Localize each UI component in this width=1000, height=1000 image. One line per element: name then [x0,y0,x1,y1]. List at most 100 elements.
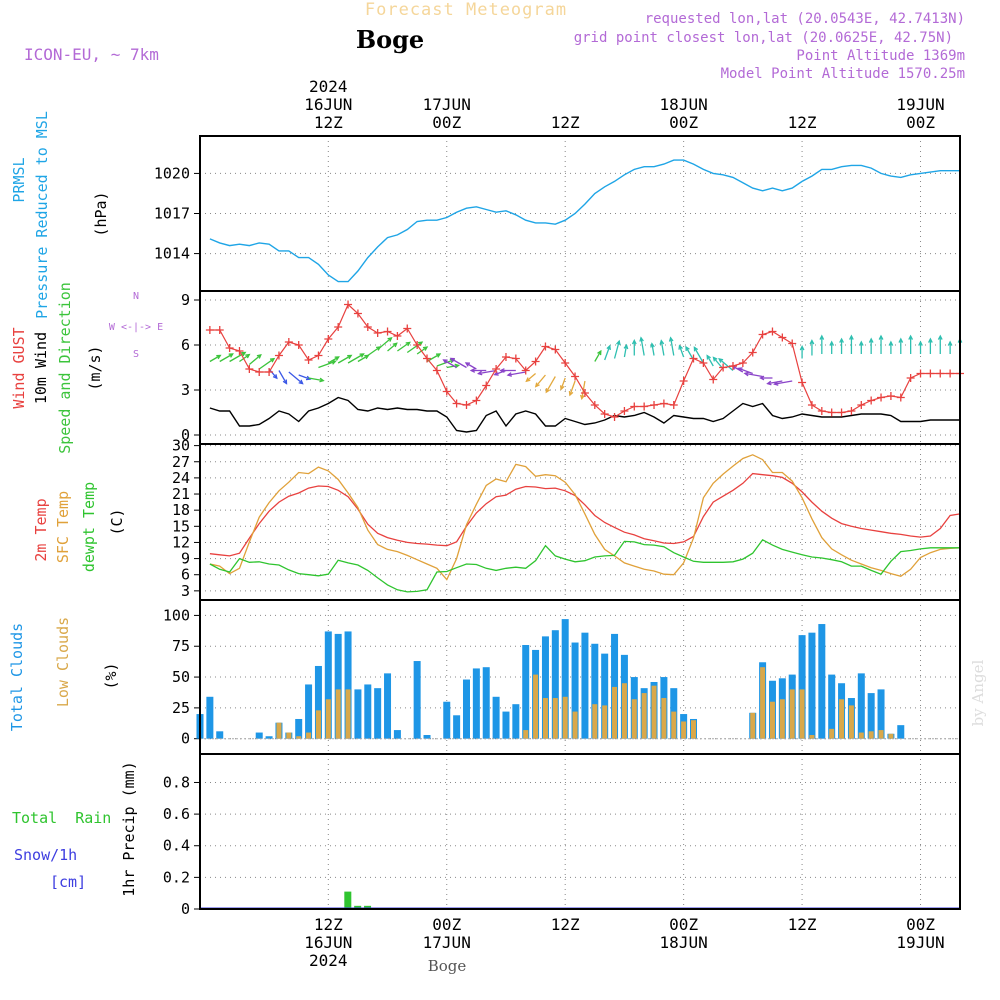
bottom-time-label: 16JUN [304,933,352,952]
wind-direction-arrowhead [499,368,505,373]
wind-direction-arrow [308,377,324,382]
wind-gust-marker [916,369,925,378]
wind-direction-arrow [535,374,546,387]
wind-gust-marker [679,377,688,385]
total-clouds-bar [324,631,332,739]
low-clouds-bar [602,705,608,739]
wind-gust-marker [413,341,422,349]
wind-direction-arrowhead [245,353,251,359]
wind-direction-arrowhead [712,356,718,362]
wind-gust-marker [403,324,412,333]
total-clouds-bar [393,730,401,739]
wind-direction-arrowhead [898,337,904,343]
total-clouds-bar [551,630,559,739]
low-clouds-bar [552,698,558,739]
wind-gust-marker [669,401,678,409]
wind-direction-arrow [239,354,250,363]
wind-direction-arrow [670,337,675,356]
wind-direction-arrowhead [668,336,674,342]
wind-gust-marker [324,335,333,343]
wind-direction-arrowhead [918,340,923,346]
wind-direction-arrow [478,369,497,375]
top-time-label: 18JUN [660,95,708,114]
bottom-time-label: 00Z [432,915,461,934]
total-clouds-bar [561,619,569,739]
wind-direction-arrow [258,358,275,370]
wind-gust-marker [768,327,777,336]
wind-gust-marker [778,333,787,342]
wind-direction-arrowhead [659,339,665,345]
wind-gust-marker [255,368,264,376]
wind-direction-arrowhead [334,356,340,361]
wind-direction-arrow [465,362,477,370]
wind-direction-arrow [278,370,288,384]
wind-direction-arrow [678,345,685,358]
wind-direction-arrowhead [908,334,914,340]
wind-direction-arrow [397,341,411,352]
temp-title-sfc: SFC Temp [54,491,72,563]
wind-gust-marker [728,362,737,370]
wind-gust-marker [245,365,254,373]
wind-gust-marker [788,339,797,348]
y-tick-label: 1014 [154,245,190,263]
wind-direction-arrowhead [868,337,874,343]
total-clouds-bar [314,665,322,739]
wind-gust-marker [877,393,886,402]
low-clouds-bar [345,689,351,739]
wind-direction-arrow [318,360,336,369]
wind-unit: (m/s) [86,345,104,390]
top-time-label: 2024 [309,77,348,96]
precipitation-panel: 0 0.2 0.4 0.6 0.8 [163,753,961,918]
total-clouds-bar [255,732,263,739]
pressure-unit: (hPa) [92,191,110,236]
total-clouds-bar [423,735,431,739]
wind-direction-arrow [767,380,783,385]
wind-direction-arrow [406,341,423,354]
pressure-panel: 1014 1017 1020 [154,135,961,292]
wind-direction-arrow [569,380,576,396]
top-time-label: 12Z [314,113,343,132]
low-clouds-bar [829,728,835,739]
total-clouds-bar [216,731,224,739]
wind-direction-arrow [209,354,221,363]
bottom-time-label: 12Z [551,915,580,934]
bottom-time-label: 12Z [314,915,343,934]
wind-direction-arrow [685,346,695,361]
requested-coordinates: requested lon,lat (20.0543E, 42.7413N) [645,11,965,27]
y-tick-label: 0.6 [163,805,190,823]
low-clouds-bar [691,720,697,739]
y-tick-label: 50 [172,668,190,686]
low-clouds-bar [592,704,598,739]
y-tick-label: 12 [172,533,190,551]
low-clouds-bar [306,732,312,739]
wind-gust-marker [492,365,501,373]
low-clouds-bar [878,730,884,739]
wind-gust-marker [590,401,599,409]
wind-direction-arrowhead [829,340,835,346]
wind-direction-arrow [594,350,602,362]
bottom-time-label: 17JUN [423,933,471,952]
bottom-time-label: 19JUN [896,933,944,952]
wind-gust-marker [571,372,580,381]
low-clouds-bar [562,696,568,739]
panel-background [200,444,960,600]
wind-gust-marker [580,389,589,397]
y-tick-label: 3 [181,582,190,600]
y-tick-label: 0.4 [163,837,190,855]
wind-direction-arrowhead [272,374,278,380]
total-clouds-bar [818,624,826,739]
wind-direction-arrow [706,355,714,367]
wind-gust-marker [946,369,955,378]
y-tick-label: 0 [181,900,190,918]
wind-direction-arrowhead [685,345,690,352]
wind-gust-marker [748,348,757,357]
total-clouds-bar [453,715,461,739]
y-tick-label: 24 [172,469,190,487]
wind-direction-arrow [604,345,611,361]
total-clouds-bar [541,636,549,739]
wind-direction-arrowhead [623,343,629,350]
wind-gust-marker [501,353,510,361]
total-clouds-bar [344,631,352,739]
